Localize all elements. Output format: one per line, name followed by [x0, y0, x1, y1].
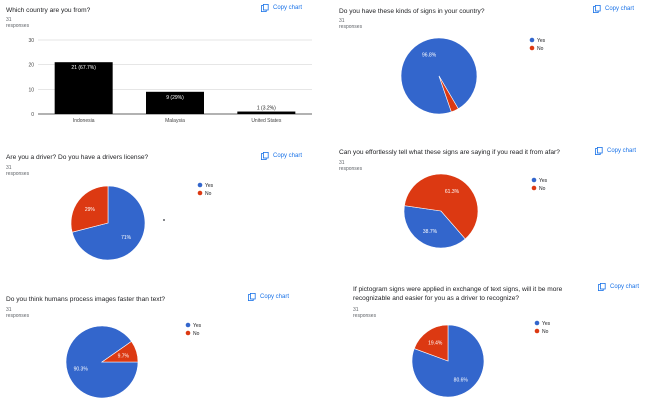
copy-chart-button[interactable]: Copy chart: [261, 152, 302, 160]
copy-chart-label: Copy chart: [610, 284, 640, 290]
slice-data-label: 9.7%: [118, 353, 130, 359]
legend-label: No: [205, 191, 212, 197]
bar-data-label: 9 (29%): [166, 95, 184, 101]
question-title: Can you effortlessly tell what these sig…: [339, 149, 560, 156]
pie-slice-no: [70, 185, 109, 233]
y-tick-label: 10: [28, 87, 34, 93]
bar-data-label: 21 (67.7%): [71, 65, 96, 71]
stray-mark: [163, 219, 165, 221]
copy-chart-button[interactable]: Copy chart: [598, 283, 639, 291]
legend-label: No: [537, 46, 544, 52]
question-title: If pictogram signs were applied in excha…: [353, 286, 563, 302]
bar: [54, 62, 113, 114]
bar: [146, 91, 204, 114]
response-count: 31 responses: [6, 17, 30, 29]
legend-swatch: [197, 182, 203, 188]
pie-slice-no: [404, 173, 479, 240]
copy-chart-label: Copy chart: [273, 153, 303, 159]
copy-icon: [261, 152, 269, 160]
legend-swatch: [197, 190, 203, 196]
slice-data-label: 80.6%: [454, 377, 469, 383]
copy-icon: [261, 4, 269, 13]
slice-data-label: 96.8%: [422, 53, 437, 59]
legend-swatch: [534, 320, 540, 326]
copy-chart-label: Copy chart: [607, 148, 637, 154]
legend-label: Yes: [193, 323, 202, 329]
copy-chart-button[interactable]: Copy chart: [248, 293, 289, 301]
x-tick-label: Malaysia: [165, 118, 185, 124]
slice-data-label: 61.3%: [445, 189, 460, 195]
legend-label: No: [193, 331, 200, 337]
question-title: Are you a driver? Do you have a drivers …: [6, 154, 149, 161]
legend-swatch: [185, 330, 191, 336]
y-tick-label: 0: [31, 112, 34, 118]
legend-swatch: [529, 37, 535, 43]
legend-label: No: [539, 186, 546, 192]
legend-swatch: [185, 322, 191, 328]
response-count: 31 responses: [339, 18, 363, 30]
y-tick-label: 30: [28, 38, 34, 44]
copy-icon: [593, 4, 601, 14]
slice-data-label: 29%: [85, 207, 96, 213]
legend-label: Yes: [537, 38, 546, 44]
pie-slice-yes: [403, 205, 466, 249]
x-tick-label: United States: [251, 118, 282, 124]
question-title: Which country are you from?: [6, 7, 91, 14]
bar-data-label: 1 (3.2%): [257, 106, 276, 112]
question-title: Do you think humans process images faste…: [6, 296, 166, 303]
slice-data-label: 71%: [121, 235, 132, 241]
legend-swatch: [534, 328, 540, 334]
copy-icon: [598, 283, 606, 291]
y-tick-label: 20: [28, 63, 34, 69]
x-tick-label: Indonesia: [73, 118, 95, 124]
bar: [237, 111, 296, 114]
response-count: 31 responses: [6, 165, 30, 177]
legend-swatch: [529, 45, 535, 51]
copy-chart-label: Copy chart: [260, 294, 290, 300]
response-count: 31 responses: [6, 307, 30, 319]
legend-swatch: [531, 185, 537, 191]
copy-chart-button[interactable]: Copy chart: [595, 147, 636, 155]
pie-slice-no: [438, 75, 459, 113]
slice-data-label: 38.7%: [423, 229, 438, 235]
pie-slice-no: [101, 340, 139, 363]
slice-data-label: 19.4%: [428, 341, 443, 347]
legend-label: Yes: [542, 321, 551, 327]
response-count: 31 responses: [339, 160, 363, 172]
slice-data-label: 90.3%: [74, 367, 89, 373]
legend-label: No: [542, 329, 549, 335]
legend-label: Yes: [205, 183, 214, 189]
copy-icon: [248, 293, 256, 301]
question-title: Do you have these kinds of signs in your…: [339, 8, 485, 15]
response-count: 31 responses: [353, 307, 377, 319]
legend-swatch: [531, 177, 537, 183]
copy-icon: [595, 147, 603, 155]
copy-chart-label: Copy chart: [605, 6, 635, 12]
copy-chart-label: Copy chart: [273, 5, 303, 11]
pie-slice-no: [413, 324, 449, 362]
legend-label: Yes: [539, 178, 548, 184]
pie-slice-yes: [71, 185, 146, 261]
copy-chart-button[interactable]: Copy chart: [261, 4, 303, 13]
copy-chart-button[interactable]: Copy chart: [593, 4, 635, 14]
